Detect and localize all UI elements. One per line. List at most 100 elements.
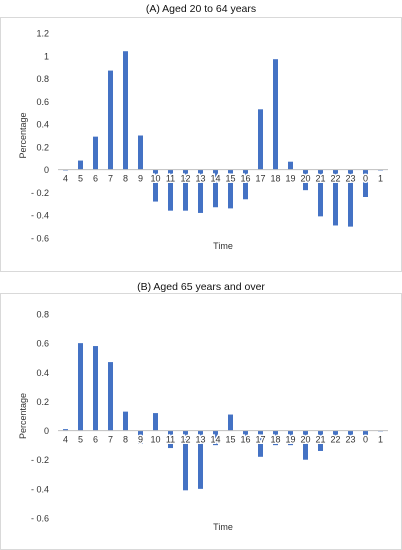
y-axis-title: Percentage [18,393,28,439]
bar [288,161,293,170]
bar [258,430,263,457]
bar [348,430,353,437]
x-tick-label: 19 [285,435,295,445]
bar [93,346,98,431]
x-tick-label: 15 [225,174,235,184]
bar [63,429,68,431]
y-tick-label: 0 [44,426,49,436]
chart-title: (B) Aged 65 years and over [137,281,265,293]
bar [258,109,263,170]
x-tick-label: 20 [300,435,310,445]
x-tick-label: 20 [300,174,310,184]
bar [138,430,143,444]
bar [318,169,323,217]
x-tick-label: 13 [195,435,205,445]
x-tick-label: 9 [138,174,143,184]
y-tick-label: 0.8 [36,310,49,320]
x-tick-label: 1 [378,435,383,445]
x-tick-label: 13 [195,174,205,184]
bar [108,362,113,431]
y-tick-label: 0.2 [36,397,49,407]
bar [153,413,158,431]
bar [348,169,353,227]
y-tick-label: - 0.4 [31,211,49,221]
bar [93,136,98,170]
x-tick-label: 18 [270,174,280,184]
bar [303,169,308,191]
bar [318,430,323,451]
bar [288,430,293,446]
x-tick-label: 12 [180,435,190,445]
y-tick-label: 0.4 [36,368,49,378]
x-tick-label: 23 [345,435,355,445]
x-tick-label: 10 [150,435,160,445]
x-tick-label: 11 [166,174,175,184]
chart-frame [0,293,402,550]
x-axis-title: Time [213,241,233,251]
x-tick-label: 7 [108,435,113,445]
y-tick-label: 1.2 [36,29,49,39]
x-tick-label: 9 [138,435,143,445]
x-tick-label: 8 [123,435,128,445]
bar [333,169,338,226]
bar [363,430,368,435]
x-tick-label: 21 [315,174,325,184]
x-tick-label: 8 [123,174,128,184]
x-tick-label: 22 [330,435,340,445]
bar [183,169,188,211]
x-tick-label: 10 [150,174,160,184]
x-tick-label: 19 [285,174,295,184]
x-tick-label: 4 [63,174,68,184]
x-axis-title: Time [213,522,233,532]
bar [78,160,83,170]
y-tick-label: - 0.6 [31,234,49,244]
bar [153,169,158,202]
x-tick-label: 17 [255,435,265,445]
y-axis-title: Percentage [18,112,28,158]
bar [213,430,218,446]
chart-a: 1.210.80.60.40.20- 0.2- 0.4- 0.64 5 6 7 8 9 10… [0,17,402,272]
bar [333,430,338,437]
y-tick-label: 0.2 [36,142,49,152]
chart-title: (A) Aged 20 to 64 years [145,3,257,15]
bar [363,169,368,197]
x-tick-label: 15 [225,435,235,445]
x-tick-label: 11 [166,435,175,445]
x-tick-label: 6 [93,435,98,445]
y-tick-label: - 0.6 [31,514,49,524]
x-tick-label: 6 [93,174,98,184]
x-tick-label: 5 [78,174,83,184]
y-tick-label: 0.4 [36,120,49,130]
x-tick-label: 22 [330,174,340,184]
x-tick-label: 1 [378,174,383,184]
x-tick-label: 16 [240,435,250,445]
bar [303,430,308,460]
bar [123,411,128,431]
x-tick-label: 17 [255,174,265,184]
x-tick-label: 16 [240,174,250,184]
x-tick-label: 4 [63,435,68,445]
bar [123,51,128,170]
bar [183,430,188,491]
y-tick-label: 0 [44,165,49,175]
y-tick-label: 0.6 [36,97,49,107]
bar [273,59,278,170]
bar [273,430,278,446]
y-tick-label: - 0.4 [31,484,49,494]
bar [138,135,143,170]
y-tick-label: 1 [44,51,49,61]
bar [168,430,173,449]
bar [213,169,218,208]
x-tick-label: 23 [345,174,355,184]
bar [243,430,248,444]
x-tick-label: 18 [270,435,280,445]
bar [198,169,203,213]
bar [198,430,203,489]
chart-panel-b: (B) Aged 65 years and over 0.8 0.6 0.4 0.2 0… [0,276,402,550]
y-tick-label: 0.6 [36,339,49,349]
chart-frame [0,17,402,272]
y-tick-label: 0.8 [36,74,49,84]
bar [243,169,248,200]
x-tick-label: 12 [180,174,190,184]
x-tick-label: 21 [315,435,325,445]
